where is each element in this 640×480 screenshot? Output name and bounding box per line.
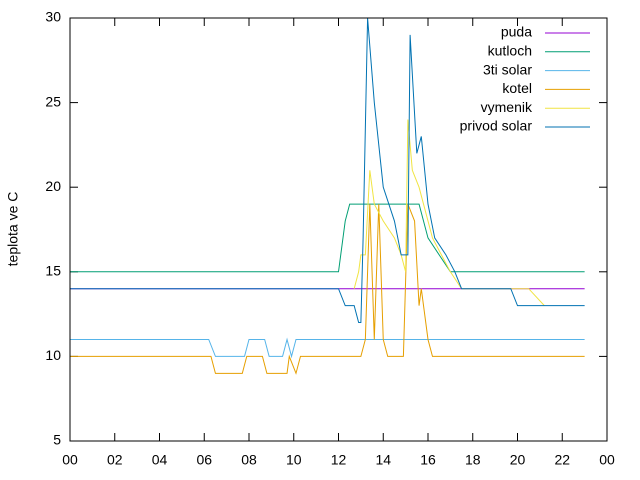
legend-label: privod solar (460, 118, 533, 134)
x-tick-label: 10 (286, 452, 302, 468)
x-tick-label: 02 (107, 452, 123, 468)
y-tick-label: 20 (45, 178, 61, 194)
plot-frame (69, 17, 608, 442)
y-axis-label: teplota ve C (5, 192, 21, 267)
legend-label: kutloch (488, 43, 532, 59)
x-tick-label: 08 (241, 452, 257, 468)
series-line (70, 337, 585, 359)
x-tick-label: 06 (196, 452, 212, 468)
x-tick-label: 04 (152, 452, 168, 468)
x-tick-label: 14 (375, 452, 391, 468)
legend-label: kotel (502, 80, 532, 96)
x-tick-label: 20 (510, 452, 526, 468)
legend-label: vymenik (481, 99, 533, 115)
y-tick-label: 30 (45, 9, 61, 25)
x-tick-label: 00 (599, 452, 615, 468)
x-tick-label: 18 (465, 452, 481, 468)
x-tick-label: 16 (420, 452, 436, 468)
legend-label: 3ti solar (483, 61, 532, 77)
y-tick-label: 25 (45, 93, 61, 109)
series-line (70, 203, 585, 273)
x-tick-label: 00 (62, 452, 78, 468)
x-tick-label: 22 (554, 452, 570, 468)
series-line (70, 17, 585, 324)
series-line (353, 119, 545, 306)
x-tick-label: 12 (331, 452, 347, 468)
legend-label: puda (501, 24, 532, 40)
y-tick-label: 10 (45, 347, 61, 363)
y-tick-label: 15 (45, 263, 61, 279)
series-line (70, 203, 585, 375)
y-tick-label: 5 (53, 432, 61, 448)
